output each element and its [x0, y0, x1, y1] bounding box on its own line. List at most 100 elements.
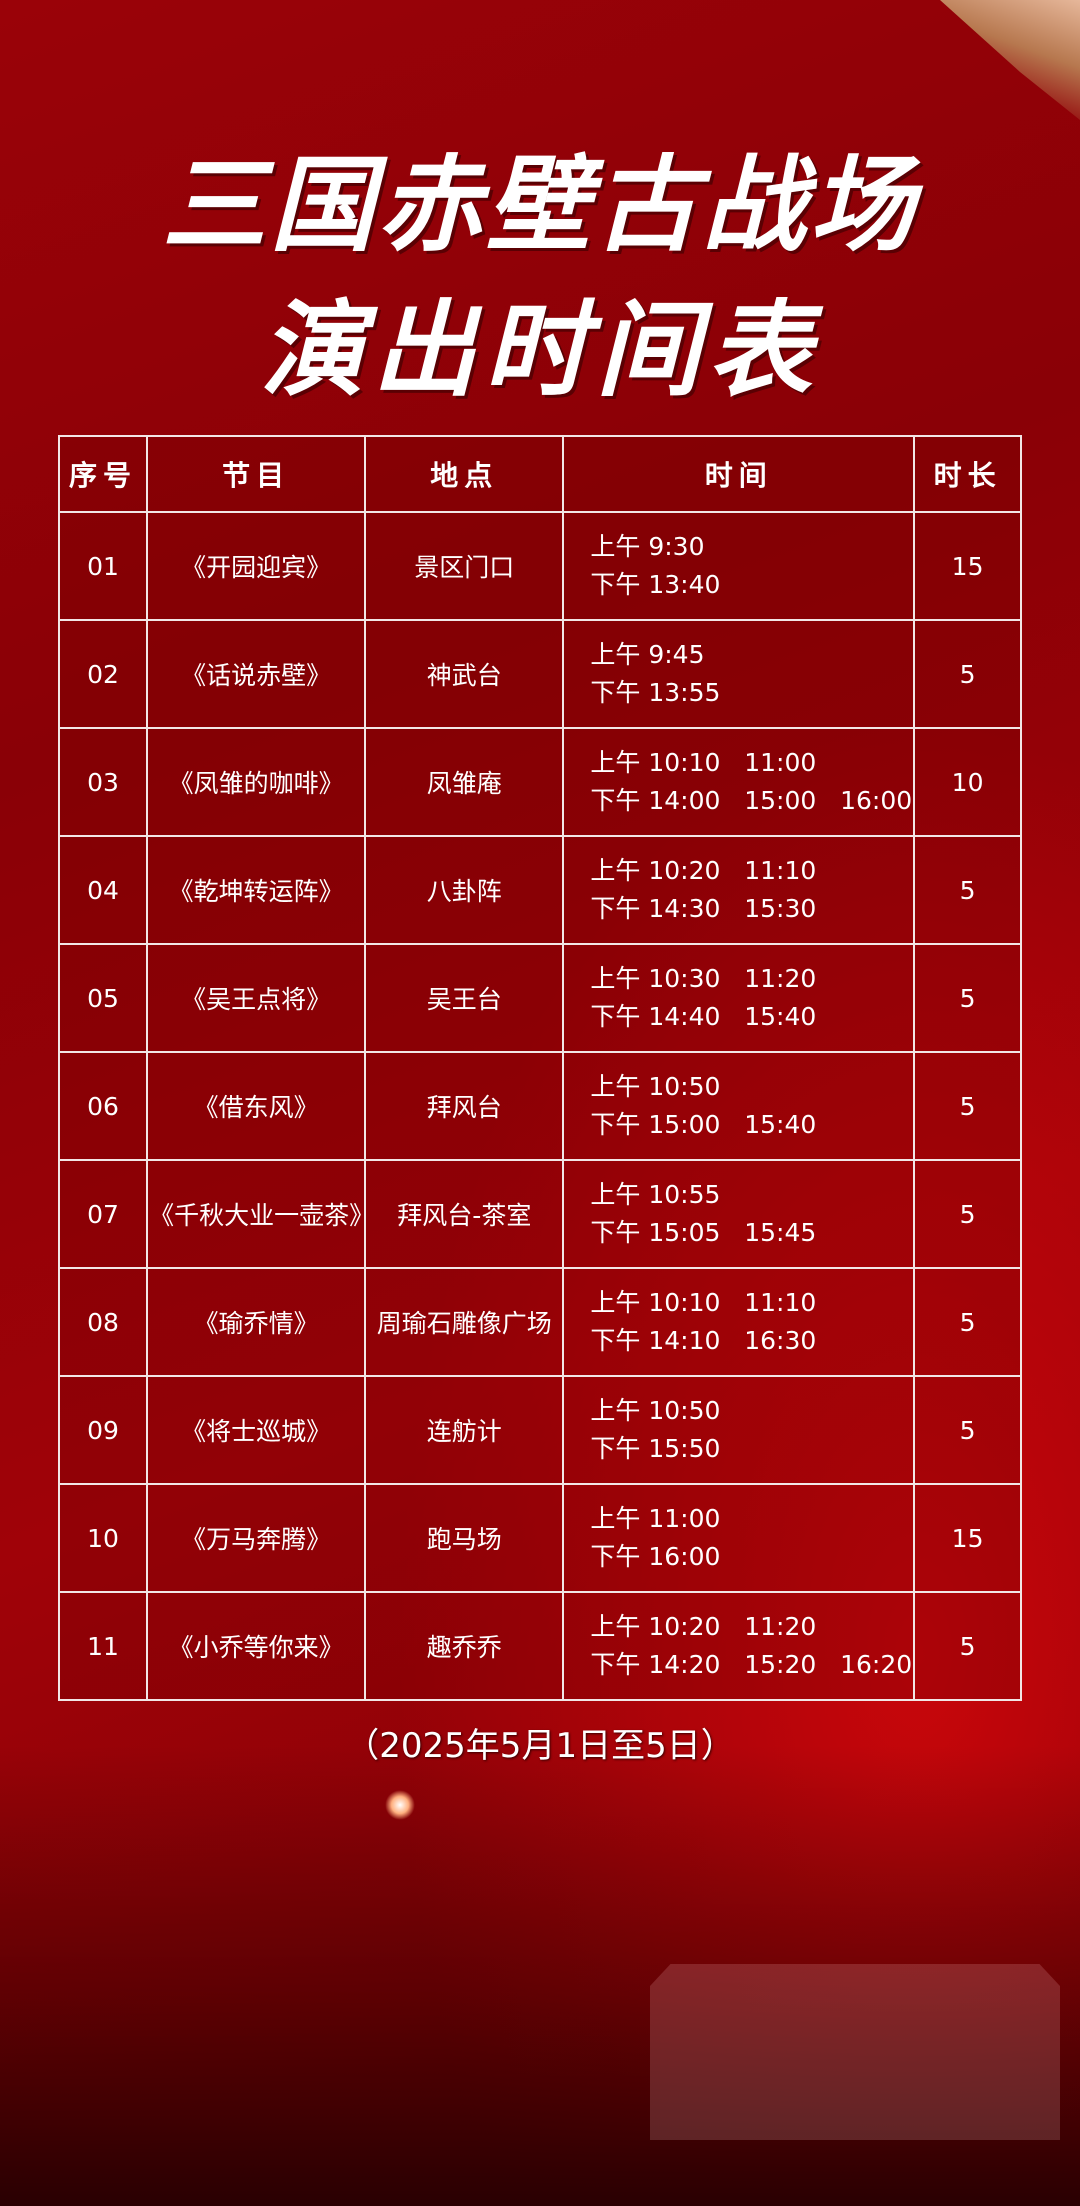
time-am: 上午 10:10 11:10: [590, 1288, 817, 1317]
cell-show: 《开园迎宾》: [146, 511, 367, 621]
header-show: 节目: [146, 435, 367, 513]
cell-show: 《瑜乔情》: [146, 1267, 367, 1377]
cell-duration: 5: [913, 1159, 1022, 1269]
cell-show: 《凤雏的咖啡》: [146, 727, 367, 837]
cell-show: 《小乔等你来》: [146, 1591, 367, 1701]
cell-show: 《将士巡城》: [146, 1375, 367, 1485]
table-row: 08 《瑜乔情》 周瑜石雕像广场 上午 10:10 11:10 下午 14:10 16:…: [57, 1267, 1022, 1377]
time-pm: 下午 14:00 15:00 16:00: [590, 786, 913, 815]
cell-no: 06: [57, 1051, 149, 1161]
schedule-table: 序号 节目 地点 时间 时长 01 《开园迎宾》 景区门口 上午 9:30 下午 13:…: [57, 435, 1022, 1701]
cell-show: 《乾坤转运阵》: [146, 835, 367, 945]
time-am: 上午 10:30 11:20: [590, 964, 817, 993]
date-note: （2025年5月1日至5日）: [345, 1726, 735, 1766]
battle-scene-image: [0, 1746, 1080, 2206]
time-pm: 下午 16:00: [590, 1542, 721, 1571]
cell-time: 上午 10:20 11:20 下午 14:20 15:20 16:20: [562, 1591, 916, 1701]
time-am: 上午 10:20 11:20: [590, 1612, 817, 1641]
time-am: 上午 11:00: [590, 1504, 721, 1533]
cell-place: 周瑜石雕像广场: [364, 1267, 565, 1377]
header-time: 时间: [562, 435, 916, 513]
header-no: 序号: [57, 435, 149, 513]
cell-place: 拜风台: [364, 1051, 565, 1161]
cell-duration: 5: [913, 619, 1022, 729]
time-am: 上午 10:10 11:00: [590, 748, 817, 777]
cell-duration: 10: [913, 727, 1022, 837]
cell-duration: 15: [913, 511, 1022, 621]
page-subtitle: 演出时间表: [259, 288, 820, 411]
page-title: 三国赤壁古战场: [161, 143, 918, 266]
time-pm: 下午 14:40 15:40: [590, 1002, 817, 1031]
cell-place: 连舫计: [364, 1375, 565, 1485]
cell-no: 11: [57, 1591, 149, 1701]
cell-time: 上午 10:55 下午 15:05 15:45: [562, 1159, 916, 1269]
cell-duration: 5: [913, 1051, 1022, 1161]
time-am: 上午 9:45: [590, 640, 705, 669]
table-row: 09 《将士巡城》 连舫计 上午 10:50 下午 15:50 5: [57, 1375, 1022, 1485]
cell-no: 10: [57, 1483, 149, 1593]
time-am: 上午 10:50: [590, 1072, 721, 1101]
time-pm: 下午 15:50: [590, 1434, 721, 1463]
cell-no: 01: [57, 511, 149, 621]
cell-place: 景区门口: [364, 511, 565, 621]
cell-place: 拜风台-茶室: [364, 1159, 565, 1269]
table-row: 10 《万马奔腾》 跑马场 上午 11:00 下午 16:00 15: [57, 1483, 1022, 1593]
cell-show: 《万马奔腾》: [146, 1483, 367, 1593]
cell-show: 《吴王点将》: [146, 943, 367, 1053]
cell-time: 上午 10:50 下午 15:50: [562, 1375, 916, 1485]
table-row: 07 《千秋大业一壶茶》 拜风台-茶室 上午 10:55 下午 15:05 15:45 5: [57, 1159, 1022, 1269]
cell-no: 02: [57, 619, 149, 729]
table-row: 02 《话说赤壁》 神武台 上午 9:45 下午 13:55 5: [57, 619, 1022, 729]
time-pm: 下午 14:20 15:20 16:20: [590, 1650, 913, 1679]
table-row: 11 《小乔等你来》 趣乔乔 上午 10:20 11:20 下午 14:20 15:20…: [57, 1591, 1022, 1701]
table-row: 04 《乾坤转运阵》 八卦阵 上午 10:20 11:10 下午 14:30 15:30…: [57, 835, 1022, 945]
cell-time: 上午 10:20 11:10 下午 14:30 15:30: [562, 835, 916, 945]
cell-time: 上午 10:10 11:00 下午 14:00 15:00 16:00: [562, 727, 916, 837]
cell-time: 上午 11:00 下午 16:00: [562, 1483, 916, 1593]
time-am: 上午 9:30: [590, 532, 705, 561]
sun-flare: [385, 1790, 415, 1820]
cell-no: 05: [57, 943, 149, 1053]
time-pm: 下午 14:10 16:30: [590, 1326, 817, 1355]
cell-time: 上午 10:30 11:20 下午 14:40 15:40: [562, 943, 916, 1053]
cell-no: 08: [57, 1267, 149, 1377]
cell-duration: 5: [913, 1267, 1022, 1377]
cell-show: 《借东风》: [146, 1051, 367, 1161]
cell-place: 跑马场: [364, 1483, 565, 1593]
time-am: 上午 10:20 11:10: [590, 856, 817, 885]
cell-duration: 5: [913, 1375, 1022, 1485]
table-row: 01 《开园迎宾》 景区门口 上午 9:30 下午 13:40 15: [57, 511, 1022, 621]
cell-time: 上午 9:45 下午 13:55: [562, 619, 916, 729]
gate-building-image: [650, 1964, 1060, 2140]
table-row: 03 《凤雏的咖啡》 凤雏庵 上午 10:10 11:00 下午 14:00 15:00…: [57, 727, 1022, 837]
cell-duration: 5: [913, 1591, 1022, 1701]
cell-no: 09: [57, 1375, 149, 1485]
cell-time: 上午 9:30 下午 13:40: [562, 511, 916, 621]
time-am: 上午 10:50: [590, 1396, 721, 1425]
time-pm: 下午 15:00 15:40: [590, 1110, 817, 1139]
table-row: 05 《吴王点将》 吴王台 上午 10:30 11:20 下午 14:40 15:40 5: [57, 943, 1022, 1053]
cell-place: 神武台: [364, 619, 565, 729]
cell-place: 八卦阵: [364, 835, 565, 945]
cell-duration: 5: [913, 835, 1022, 945]
cell-time: 上午 10:10 11:10 下午 14:10 16:30: [562, 1267, 916, 1377]
header-duration: 时长: [913, 435, 1022, 513]
cell-duration: 15: [913, 1483, 1022, 1593]
cell-place: 趣乔乔: [364, 1591, 565, 1701]
table-header-row: 序号 节目 地点 时间 时长: [57, 435, 1022, 513]
cell-no: 07: [57, 1159, 149, 1269]
time-pm: 下午 15:05 15:45: [590, 1218, 817, 1247]
cell-time: 上午 10:50 下午 15:00 15:40: [562, 1051, 916, 1161]
time-pm: 下午 13:55: [590, 678, 721, 707]
time-pm: 下午 13:40: [590, 570, 721, 599]
gold-brush-decoration: [940, 0, 1080, 120]
time-pm: 下午 14:30 15:30: [590, 894, 817, 923]
cell-place: 吴王台: [364, 943, 565, 1053]
cell-place: 凤雏庵: [364, 727, 565, 837]
cell-show: 《千秋大业一壶茶》: [146, 1159, 374, 1269]
table-row: 06 《借东风》 拜风台 上午 10:50 下午 15:00 15:40 5: [57, 1051, 1022, 1161]
cell-show: 《话说赤壁》: [146, 619, 367, 729]
cell-no: 04: [57, 835, 149, 945]
cell-duration: 5: [913, 943, 1022, 1053]
cell-no: 03: [57, 727, 149, 837]
